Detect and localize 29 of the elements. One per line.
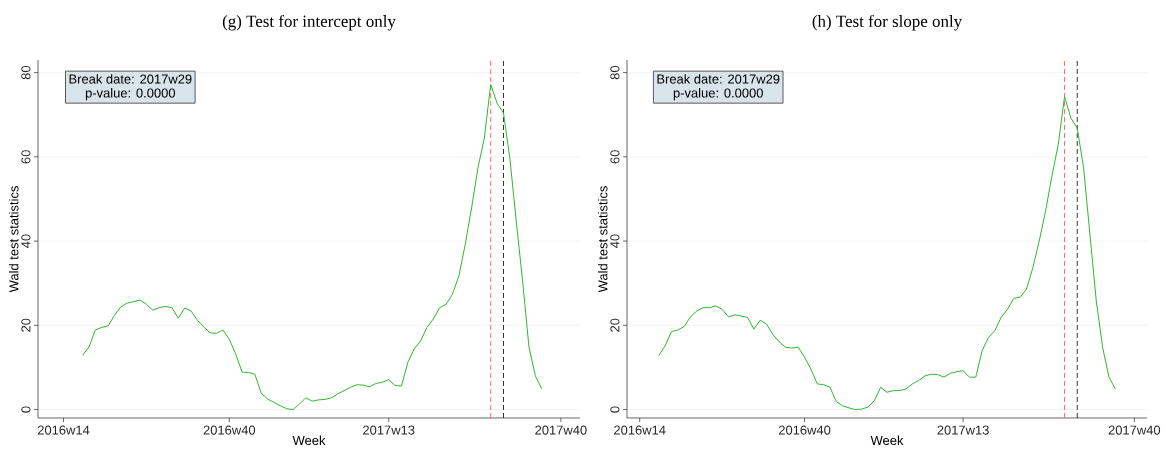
x-tick-label: 2017w13 (937, 425, 989, 435)
x-tick-label: 2016w40 (778, 425, 831, 435)
x-axis-title: Week (870, 435, 904, 446)
chart-title: (h) Test for slope only (812, 14, 963, 31)
x-tick-label: 2017w40 (1108, 425, 1161, 435)
x-tick-label: 2017w40 (535, 425, 587, 435)
y-axis-title: Wald test statistics (597, 186, 608, 293)
annotation: p-value: 0.0000 (673, 88, 763, 101)
y-tick-label: 0 (610, 406, 620, 413)
x-tick-label: 2016w40 (203, 425, 256, 435)
x-axis-title: Week (292, 435, 326, 446)
x-tick-label: 2016w14 (614, 425, 666, 435)
y-axis-title: Wald test statistics (8, 186, 19, 293)
chart-title: (g) Test for intercept only (222, 14, 396, 31)
x-tick-label: 2016w14 (37, 425, 90, 435)
y-tick-label: 20 (610, 318, 620, 332)
y-tick-label: 40 (610, 234, 620, 248)
line-series (82, 83, 543, 411)
y-tick-label: 40 (21, 234, 31, 248)
y-tick-label: 60 (610, 150, 620, 164)
y-tick-label: 0 (21, 406, 31, 413)
y-tick-label: 60 (21, 150, 31, 164)
annotation: Break date: 2017w29 (69, 74, 192, 84)
y-tick-label: 80 (21, 65, 31, 80)
y-tick-label: 20 (21, 318, 31, 332)
annotation: Break date: 2017w29 (657, 74, 780, 84)
y-tick-label: 80 (610, 65, 620, 80)
annotation: p-value: 0.0000 (85, 88, 176, 101)
x-tick-label: 2017w13 (363, 425, 415, 435)
